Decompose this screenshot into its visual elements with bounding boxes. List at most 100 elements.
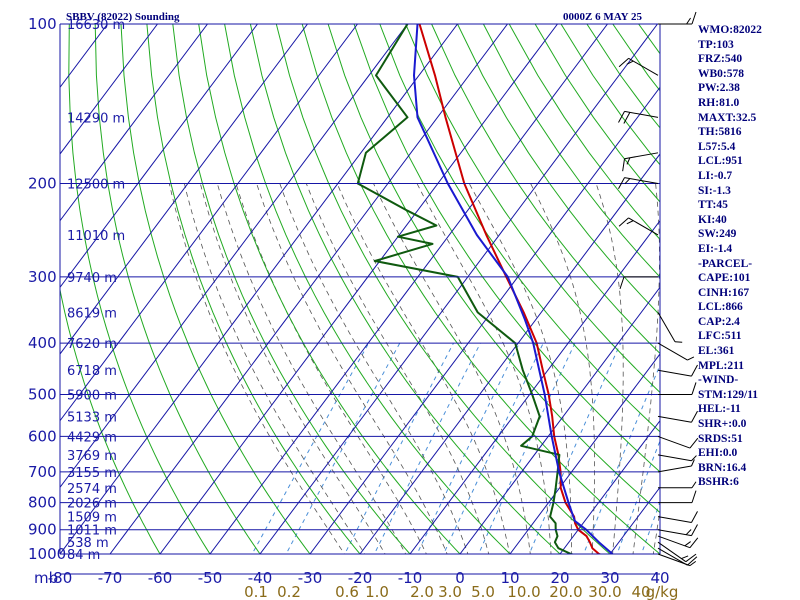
wind-barb-300	[619, 276, 658, 290]
wind-barb-staff	[657, 435, 691, 449]
index-item: LCL:951	[698, 155, 743, 168]
dry-adiabat-5	[172, 24, 411, 554]
mixing-ratio-line-6	[478, 342, 576, 554]
mixing-ratio-line-3	[373, 342, 481, 554]
mixing-ratio-label-7: 10.0	[507, 583, 540, 600]
wind-barb-staff	[657, 541, 687, 563]
index-item: SRDS:51	[698, 432, 743, 445]
wind-barb-half	[626, 157, 631, 165]
wind-barb-half	[687, 356, 695, 361]
wind-barb-950	[657, 541, 697, 563]
height-label-13: 2574 m	[67, 482, 117, 497]
pressure-label-500: 500	[28, 385, 57, 403]
isotherm-12	[60, 24, 458, 554]
wind-barb-full	[689, 437, 699, 449]
wind-barb-staff	[657, 342, 688, 361]
isotherm-14	[159, 24, 558, 554]
index-item: TH:5816	[698, 126, 742, 139]
wind-barb-staff	[628, 217, 659, 236]
height-label-10: 4429 m	[67, 430, 117, 445]
isotherm-13	[109, 24, 508, 554]
index-item: MAXT:32.5	[698, 111, 757, 124]
isotherm-6	[60, 24, 158, 155]
wind-barb-full	[685, 553, 697, 563]
mixing-ratio-label-8: 20.0	[549, 583, 582, 600]
isotherm-22	[559, 419, 660, 554]
height-label-9: 5133 m	[67, 410, 117, 425]
isotherm-10	[60, 24, 358, 422]
dry-adiabat-16	[457, 24, 660, 316]
index-item: CAPE:101	[698, 272, 751, 285]
height-label-2: 12500 m	[67, 178, 125, 193]
wind-barb-half	[626, 220, 634, 225]
index-item: SW:249	[698, 228, 737, 241]
height-label-14: 2026 m	[67, 497, 117, 512]
wind-barb-full	[691, 524, 698, 536]
wind-barb-full	[618, 177, 625, 190]
mixing-ratio-label-9: 30.0	[588, 583, 621, 600]
height-label-11: 3769 m	[67, 449, 117, 464]
wind-barb-half	[691, 455, 697, 462]
wind-barb-half	[689, 560, 697, 567]
isotherm-7	[60, 24, 208, 222]
wind-barb-full	[691, 382, 697, 395]
dry-adiabat-13	[379, 24, 660, 433]
moist-adiabat-13	[595, 183, 624, 554]
wind-barb-925	[657, 535, 699, 549]
temperature-profile	[418, 24, 603, 554]
wind-barb-staff	[657, 529, 692, 537]
temp-tick--80: -80	[48, 569, 73, 587]
mixing-ratio-label-0: 0.1	[244, 583, 268, 600]
wind-barb-175	[622, 152, 659, 172]
isotherm-11	[60, 24, 408, 489]
wind-barb-550	[657, 410, 698, 423]
pressure-label-900: 900	[28, 521, 57, 539]
wind-barb-half	[681, 555, 689, 560]
index-item: L57:5.4	[698, 140, 736, 153]
height-label-15: 1509 m	[67, 511, 117, 526]
dewpoint-profile	[356, 24, 575, 554]
isotherm-15	[209, 24, 608, 554]
wind-barb-staff	[657, 516, 692, 523]
height-label-1: 14290 m	[67, 111, 125, 126]
index-item: LI:-0.7	[698, 169, 733, 182]
wind-barb-650	[657, 454, 697, 462]
wind-barb-975	[657, 547, 698, 566]
mixing-ratio-label-5: 3.0	[438, 583, 462, 600]
temp-tick--40: -40	[248, 569, 273, 587]
wind-barb-half	[686, 17, 691, 25]
wind-barb-350	[657, 312, 683, 343]
height-label-18: 84 m	[67, 548, 100, 563]
wind-barb-full	[689, 537, 699, 548]
wind-barb-full	[691, 410, 698, 423]
mixing-ratio-line-4	[416, 342, 520, 554]
wind-barb-full	[618, 217, 629, 227]
dry-adiabat-2	[94, 24, 261, 554]
temp-tick-30: 30	[600, 569, 619, 587]
wind-barb-half	[685, 529, 692, 536]
mixing-ratio-line-9	[616, 439, 660, 554]
temp-tick--30: -30	[298, 569, 323, 587]
dry-adiabat-1	[68, 24, 211, 554]
mixing-ratio-line-10	[640, 500, 660, 554]
dry-adiabat-10	[301, 24, 660, 554]
height-label-17: 538 m	[67, 536, 109, 551]
wind-barb-500	[658, 382, 697, 395]
wind-barb-full	[691, 364, 698, 377]
dry-adiabat-15	[431, 24, 660, 355]
temp-tick--10: -10	[398, 569, 423, 587]
index-item: -PARCEL-	[698, 257, 753, 270]
wind-barb-full	[619, 276, 625, 290]
wind-barb-900	[657, 524, 698, 537]
wind-barb-150	[618, 110, 659, 124]
pressure-label-200: 200	[28, 175, 57, 193]
moist-adiabat-14	[632, 183, 660, 554]
moist-adiabat-6	[279, 183, 469, 554]
wind-barb-850	[657, 511, 698, 523]
temp-tick-40: 40	[650, 569, 669, 587]
moist-adiabat-11	[468, 183, 572, 554]
wind-barb-800	[658, 490, 697, 504]
isotherm-16	[259, 24, 658, 554]
index-item: TT:45	[698, 199, 728, 212]
index-item: EHI:0.0	[698, 447, 738, 460]
